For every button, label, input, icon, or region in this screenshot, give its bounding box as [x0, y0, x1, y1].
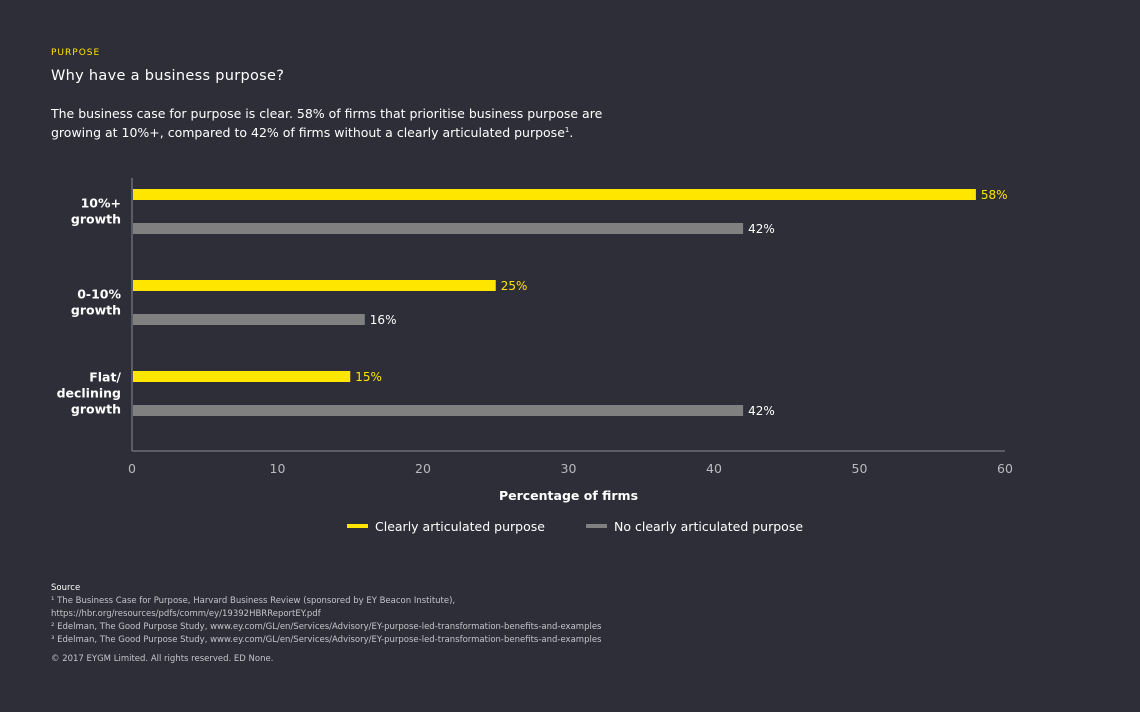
source-line: https://hbr.org/resources/pdfs/comm/ey/1… [51, 609, 321, 619]
sources-heading: Source [51, 583, 81, 593]
legend-swatch [347, 524, 368, 528]
source-line: ¹ The Business Case for Purpose, Harvard… [51, 596, 456, 606]
x-tick-label: 50 [852, 461, 868, 476]
bar-value-label: 42% [748, 222, 775, 236]
section-eyebrow: PURPOSE [51, 48, 101, 58]
source-line: ³ Edelman, The Good Purpose Study, www.e… [51, 635, 602, 645]
category-label-line: Flat/ [89, 370, 121, 385]
category-label-line: declining [57, 386, 121, 401]
bar [133, 223, 744, 234]
intro-text: The business case for purpose is clear. … [51, 106, 603, 141]
copyright-notice: © 2017 EYGM Limited. All rights reserved… [51, 654, 274, 664]
x-tick-label: 10 [270, 461, 286, 476]
bar [133, 189, 976, 200]
page-title: Why have a business purpose? [51, 68, 285, 84]
bar [133, 314, 365, 325]
legend-swatch [586, 524, 607, 528]
category-label-line: growth [71, 402, 121, 417]
category-label: 0-10% growth [71, 287, 122, 318]
category-label: Flat/declining growth [57, 370, 122, 417]
x-tick-label: 20 [415, 461, 431, 476]
x-tick-label: 60 [997, 461, 1013, 476]
x-axis-title: Percentage of firms [499, 488, 638, 503]
source-line: ² Edelman, The Good Purpose Study, www.e… [51, 622, 602, 632]
bar-chart: 0 10 20 30 40 50 60 Percentage of firms 58% 42% 10… [57, 178, 1013, 534]
bar [133, 371, 351, 382]
category-label-line: growth [71, 303, 121, 318]
bar-value-label: 25% [501, 279, 528, 293]
bar-value-label: 58% [981, 188, 1008, 202]
bar-value-label: 42% [748, 404, 775, 418]
intro-end: . [569, 125, 574, 141]
category-label-line: 10%+ [81, 196, 121, 211]
category-label: 10%+ growth [71, 196, 121, 227]
bar-value-label: 16% [370, 313, 397, 327]
bar [133, 280, 496, 291]
intro-paragraph: The business case for purpose is clear. … [51, 106, 611, 141]
category-label-line: 0-10% [77, 287, 121, 302]
legend-label: Clearly articulated purpose [375, 519, 545, 534]
x-tick-label: 0 [128, 461, 136, 476]
legend-label: No clearly articulated purpose [614, 519, 803, 534]
category-label-line: growth [71, 212, 121, 227]
x-tick-label: 40 [706, 461, 722, 476]
bar-value-label: 15% [355, 370, 382, 384]
intro-footnote-ref: 1 [564, 126, 570, 134]
x-tick-label: 30 [561, 461, 577, 476]
sources-block: Source ¹ The Business Case for Purpose, … [51, 582, 751, 666]
bar [133, 405, 744, 416]
